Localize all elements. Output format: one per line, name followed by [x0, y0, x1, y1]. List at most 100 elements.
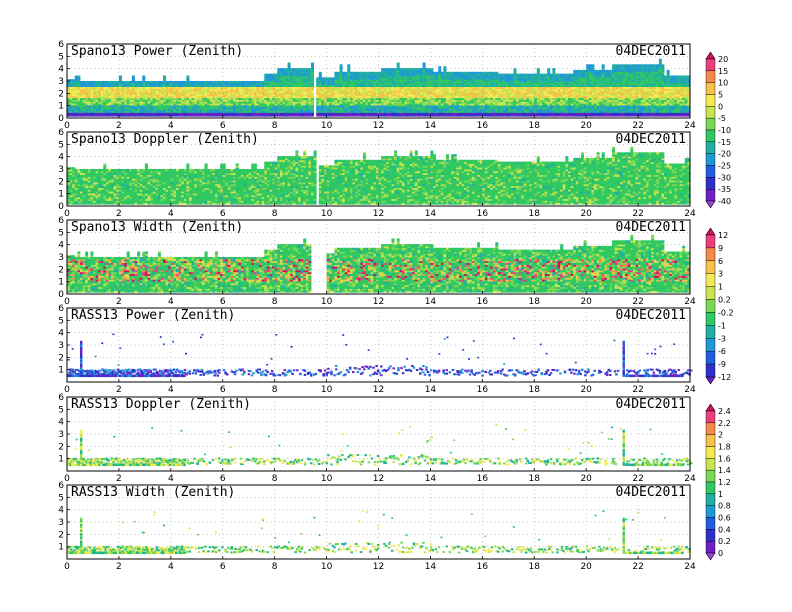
cell	[375, 86, 379, 89]
cell	[155, 112, 159, 115]
cell	[394, 95, 398, 99]
cell	[337, 92, 340, 95]
cell	[435, 108, 439, 112]
cell	[134, 86, 138, 89]
cell	[183, 99, 187, 102]
cell	[542, 75, 545, 78]
cell	[202, 81, 205, 84]
cell	[360, 88, 364, 91]
cell	[422, 73, 426, 76]
cell	[482, 103, 486, 106]
cell	[316, 110, 320, 113]
cell	[479, 103, 483, 106]
cell	[606, 82, 610, 86]
cell	[422, 101, 426, 104]
cell	[256, 112, 260, 115]
cell	[430, 106, 434, 110]
cell	[137, 103, 141, 106]
cell	[505, 88, 509, 91]
cell	[329, 106, 333, 110]
cell	[352, 77, 356, 80]
cell	[531, 75, 535, 78]
cell	[194, 106, 198, 110]
cell	[529, 110, 533, 113]
cell	[417, 99, 421, 102]
cell	[427, 84, 431, 87]
cell	[375, 73, 379, 76]
cell	[233, 99, 237, 102]
cell	[438, 81, 442, 84]
cell	[430, 71, 434, 75]
cell	[505, 108, 509, 112]
cell	[409, 88, 413, 91]
cell	[334, 97, 338, 100]
cell	[352, 79, 356, 82]
cell	[513, 94, 517, 97]
cell	[222, 86, 226, 89]
cell	[204, 97, 208, 100]
cell	[391, 88, 395, 91]
cell	[72, 99, 76, 102]
cell	[471, 112, 475, 115]
cell	[243, 81, 247, 84]
cell	[391, 73, 395, 76]
cell	[469, 105, 473, 108]
cell	[482, 86, 486, 89]
cell	[565, 92, 569, 95]
cell	[521, 90, 525, 93]
cell	[479, 75, 483, 78]
cell	[137, 106, 141, 110]
cell	[199, 84, 203, 87]
cell	[189, 81, 192, 84]
cell	[344, 82, 348, 86]
cell	[497, 77, 501, 80]
cell	[594, 69, 597, 73]
cell	[549, 86, 553, 89]
cell	[461, 94, 465, 97]
cell	[627, 77, 631, 80]
cell	[547, 105, 551, 108]
cell	[443, 69, 447, 73]
cell	[435, 106, 439, 110]
cell	[308, 101, 312, 104]
cell	[305, 106, 309, 110]
cell	[619, 112, 623, 115]
cell	[126, 86, 130, 89]
cell	[466, 103, 470, 106]
cell	[383, 75, 387, 78]
cell	[414, 71, 418, 75]
cell	[513, 79, 517, 82]
cell	[118, 110, 122, 113]
cell	[69, 101, 73, 104]
cell	[308, 77, 312, 80]
cell	[614, 68, 618, 71]
cell	[126, 105, 130, 108]
cell	[586, 88, 590, 91]
cell	[542, 106, 545, 110]
cell	[337, 114, 340, 117]
cell	[199, 88, 203, 91]
cell	[311, 64, 314, 67]
cell	[95, 90, 99, 93]
cell	[469, 71, 473, 75]
cell	[355, 106, 359, 110]
cell	[157, 97, 161, 100]
cell	[542, 110, 545, 113]
cell	[347, 95, 351, 99]
cell	[420, 99, 423, 102]
cell	[396, 79, 400, 82]
cell	[399, 71, 403, 75]
cell	[464, 75, 468, 78]
cell	[627, 75, 631, 78]
cell	[124, 97, 128, 100]
cell	[334, 82, 338, 86]
cell	[619, 66, 623, 69]
cell	[505, 75, 509, 78]
cell	[168, 90, 172, 93]
cell	[422, 106, 426, 110]
cell	[318, 97, 322, 100]
cell	[282, 95, 286, 99]
cell	[516, 94, 520, 97]
cell	[124, 112, 128, 115]
cell	[360, 73, 364, 76]
